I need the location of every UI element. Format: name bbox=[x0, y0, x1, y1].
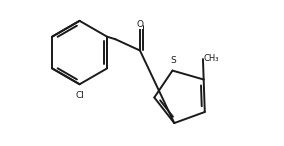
Text: Cl: Cl bbox=[75, 91, 84, 100]
Text: S: S bbox=[170, 56, 176, 65]
Text: CH₃: CH₃ bbox=[204, 54, 220, 63]
Text: O: O bbox=[136, 20, 143, 29]
